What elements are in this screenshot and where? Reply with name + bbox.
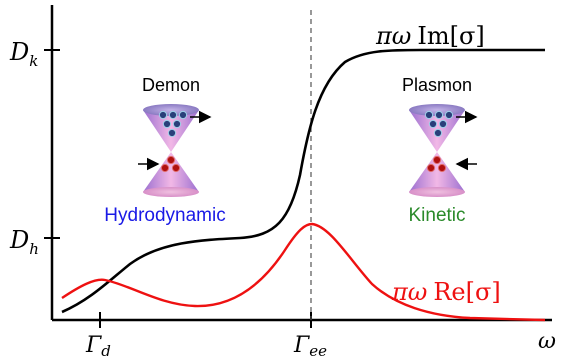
im-sigma-label: πω Im[σ]: [375, 22, 485, 50]
demon-dirac-cone: [138, 104, 212, 197]
im-sigma-curve: [61, 48, 545, 314]
y-label-dk: Dk: [9, 38, 38, 70]
kinetic-label: Kinetic: [408, 205, 465, 226]
y-label-dh: Dh: [9, 226, 39, 258]
re-sigma-label: πω Re[σ]: [391, 278, 501, 306]
demon-title: Demon: [142, 75, 200, 95]
plasmon-dirac-cone: [409, 104, 478, 197]
x-label-gamma-ee: Γee: [293, 333, 327, 358]
plasmon-title: Plasmon: [402, 75, 472, 95]
x-label-gamma-d: Γd: [85, 333, 111, 358]
hydrodynamic-label: Hydrodynamic: [104, 205, 225, 226]
re-sigma-curve: [61, 222, 546, 322]
x-axis-symbol: ω: [538, 329, 556, 354]
